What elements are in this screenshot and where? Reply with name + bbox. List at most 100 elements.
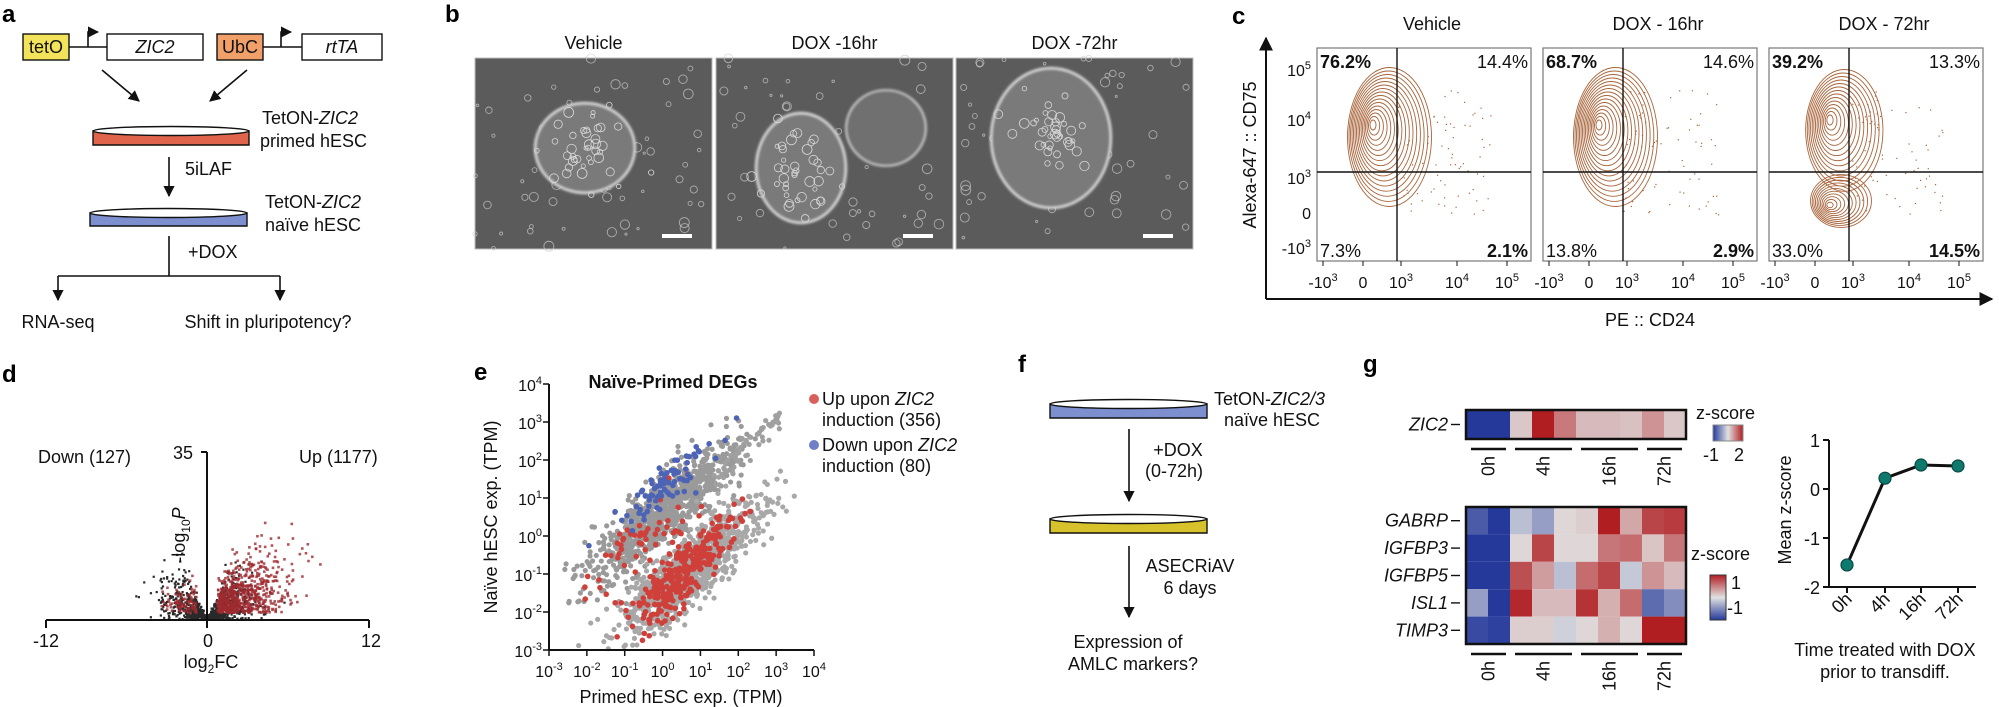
up-gene-point <box>673 573 679 580</box>
volcano-point <box>161 592 165 595</box>
volcano-point <box>182 594 185 597</box>
gene-point <box>682 537 688 543</box>
down-gene-point <box>634 492 641 498</box>
gene-point <box>705 451 711 457</box>
gene-point <box>627 556 633 562</box>
volcano-point <box>236 617 239 620</box>
gene-point <box>610 520 616 526</box>
heatmap-cell <box>1532 589 1554 617</box>
data-point <box>1878 471 1892 485</box>
gene-point <box>719 575 725 581</box>
down-gene-point <box>656 493 662 499</box>
volcano-point-up <box>225 588 229 591</box>
volcano-point-up <box>234 603 237 607</box>
gene-point <box>690 602 696 609</box>
volcano-point <box>283 601 286 604</box>
volcano-point-up <box>254 584 257 588</box>
gene-point <box>763 495 769 501</box>
gene-point <box>691 479 697 485</box>
volcano-point-down <box>166 605 169 608</box>
up-gene-point <box>729 515 736 522</box>
volcano-point-up <box>284 589 287 592</box>
volcano-point-up <box>242 592 246 595</box>
gene-point <box>769 499 776 505</box>
gene-point <box>606 579 612 585</box>
gene-point <box>702 457 709 463</box>
volcano-point <box>238 610 242 613</box>
volcano-point-up <box>264 567 268 570</box>
volcano-point-up <box>218 579 221 582</box>
up-gene-point <box>711 526 718 532</box>
time-group-label: 16h <box>1600 456 1620 486</box>
volcano-point-up <box>261 602 265 606</box>
volcano-point <box>181 608 184 611</box>
volcano-point <box>224 589 227 592</box>
time-group-label: 16h <box>1600 661 1620 691</box>
volcano-point-up <box>230 594 233 597</box>
panel-label-f: f <box>1018 351 1027 378</box>
volcano-point-down <box>190 590 194 594</box>
volcano-point-up <box>247 576 251 580</box>
gene-point <box>630 575 636 582</box>
heatmap-cell <box>1466 410 1488 439</box>
upper-right-percent: 13.3% <box>1929 52 1980 72</box>
volcano-point <box>176 553 179 557</box>
gene-point <box>588 620 594 626</box>
gene-point <box>756 430 762 437</box>
volcano-point <box>244 617 247 620</box>
heatmap-cell <box>1510 589 1532 617</box>
volcano-point-down <box>162 600 165 604</box>
heatmap-border <box>1464 408 1688 441</box>
volcano-point-up <box>256 567 260 571</box>
dish-line-label: TetON-ZIC2/3 <box>1214 389 1325 409</box>
heatmap-cell <box>1488 507 1510 535</box>
gene-point <box>754 501 761 508</box>
volcano-point <box>186 578 189 581</box>
up-gene-point <box>681 605 687 612</box>
volcano-point-up <box>220 604 223 607</box>
gene-point <box>731 554 737 560</box>
rnaseq-label: RNA-seq <box>21 312 94 332</box>
volcano-point-up <box>235 601 239 605</box>
volcano-point-up <box>254 547 258 551</box>
up-gene-point <box>584 573 591 580</box>
asecriav-label: ASECRiAV <box>1146 556 1235 576</box>
volcano-point-up <box>271 592 274 595</box>
panel-a: a tetO ZIC2 UbC rtTA TetON-ZIC2 primed h… <box>2 1 383 332</box>
volcano-point-up <box>237 568 241 571</box>
up-gene-point <box>716 553 722 559</box>
gene-point <box>579 562 585 569</box>
heatmap-cell <box>1620 616 1642 644</box>
volcano-point <box>171 595 174 598</box>
up-gene-point <box>682 555 689 562</box>
gene-point <box>574 563 580 569</box>
gene-point <box>693 484 699 490</box>
upper-left-percent: 68.7% <box>1546 52 1597 72</box>
volcano-point <box>187 596 191 599</box>
up-gene-point <box>646 632 653 639</box>
gene-point <box>577 590 583 596</box>
up-gene-point <box>683 592 690 599</box>
heatmap-cell <box>1466 507 1488 535</box>
gene-point <box>601 542 607 548</box>
ubc-label: UbC <box>222 37 258 57</box>
gene-point <box>760 528 766 534</box>
gene-point <box>780 504 786 510</box>
volcano-point-up <box>231 606 234 610</box>
gene-point <box>726 576 732 582</box>
volcano-point-down <box>190 587 193 591</box>
up-gene-point <box>690 560 697 567</box>
gene-point <box>625 508 631 514</box>
volcano-point-down <box>180 592 184 596</box>
volcano-point <box>160 577 163 581</box>
up-gene-point <box>652 531 659 537</box>
volcano-point-up <box>217 592 220 596</box>
volcano-point-up <box>274 579 278 582</box>
outcome-label-line2: AMLC markers? <box>1068 654 1198 674</box>
volcano-point-up <box>276 560 280 564</box>
volcano-point-down <box>191 574 194 578</box>
heatmap-border <box>1464 505 1688 646</box>
volcano-point-up <box>220 611 224 614</box>
gene-point <box>625 589 632 595</box>
up-gene-point <box>668 569 675 576</box>
